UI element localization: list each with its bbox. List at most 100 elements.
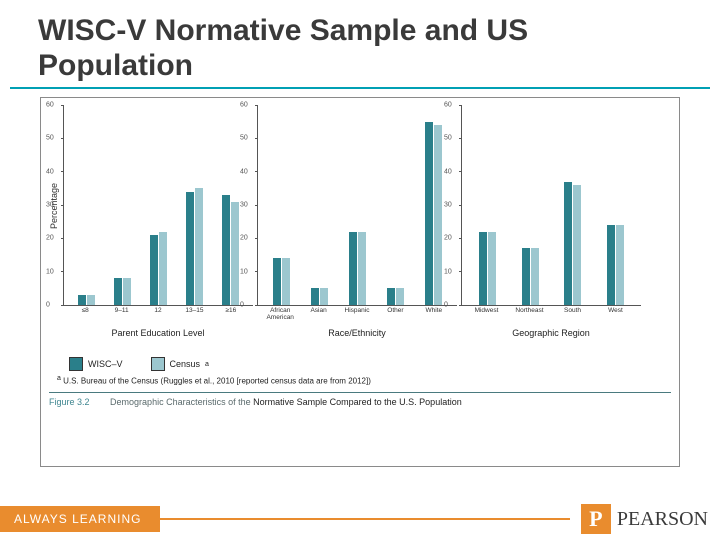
y-tick-label: 10 <box>46 268 54 275</box>
bar-wisc <box>222 195 230 305</box>
figure-rule <box>49 392 671 393</box>
bar-census <box>282 258 290 305</box>
bar-census <box>434 125 442 305</box>
x-tick-label: Hispanic <box>338 308 376 315</box>
bar-group <box>186 188 203 305</box>
bar-wisc <box>479 232 487 305</box>
chart-panel: 0102030405060≤89–111213–15≥16Parent Educ… <box>63 106 253 338</box>
x-labels: MidwestNortheastSouthWest <box>461 306 641 328</box>
y-tick-label: 20 <box>444 235 452 242</box>
x-labels: African AmericanAsianHispanicOtherWhite <box>257 306 457 328</box>
slide: WISC-V Normative Sample and US Populatio… <box>0 0 720 540</box>
bar-census <box>87 295 95 305</box>
panels-host: 0102030405060≤89–111213–15≥16Parent Educ… <box>63 106 671 338</box>
bar-wisc <box>114 278 122 305</box>
x-labels: ≤89–111213–15≥16 <box>63 306 253 328</box>
bar-census <box>320 288 328 305</box>
brand-name: PEARSON <box>617 508 708 531</box>
bar-census <box>531 248 539 305</box>
legend-sup: a <box>205 361 209 368</box>
bar-group <box>479 232 496 305</box>
x-tick-label: Asian <box>299 308 337 315</box>
y-tick-label: 10 <box>444 268 452 275</box>
y-tick-label: 50 <box>444 135 452 142</box>
bar-census <box>396 288 404 305</box>
bar-group <box>311 288 328 305</box>
bar-wisc <box>564 182 572 305</box>
y-tick-label: 10 <box>240 268 248 275</box>
bar-group <box>387 288 404 305</box>
panel-title: Geographic Region <box>461 328 641 338</box>
footnote-text: U.S. Bureau of the Census (Ruggles et al… <box>63 377 371 386</box>
bar-group <box>114 278 131 305</box>
page-title: WISC-V Normative Sample and US Populatio… <box>10 0 710 89</box>
footer: ALWAYS LEARNING P PEARSON <box>0 498 720 540</box>
y-tick-label: 0 <box>240 302 244 309</box>
x-tick-label: African American <box>261 308 299 321</box>
bar-group <box>273 258 290 305</box>
panel-title: Race/Ethnicity <box>257 328 457 338</box>
bar-group <box>425 122 442 305</box>
chart-panel: 0102030405060African AmericanAsianHispan… <box>257 106 457 338</box>
bar-wisc <box>607 225 615 305</box>
bar-census <box>195 188 203 305</box>
bar-group <box>150 232 167 305</box>
bar-census <box>616 225 624 305</box>
y-tick-label: 20 <box>240 235 248 242</box>
x-tick-label: Other <box>376 308 414 315</box>
footer-tagline: ALWAYS LEARNING <box>0 506 160 532</box>
legend: WISC–V Censusa <box>69 357 671 371</box>
footer-line <box>160 518 570 520</box>
x-tick-label: White <box>415 308 453 315</box>
y-tick-label: 30 <box>46 202 54 209</box>
charts-row: Percentage 0102030405060≤89–111213–15≥16… <box>49 106 671 351</box>
panel-title: Parent Education Level <box>63 328 253 338</box>
x-tick-label: Midwest <box>465 308 508 315</box>
bars-container <box>64 106 253 305</box>
bar-wisc <box>425 122 433 305</box>
y-tick-label: 0 <box>444 302 448 309</box>
x-tick-label: West <box>594 308 637 315</box>
chart-panel: 0102030405060MidwestNortheastSouthWestGe… <box>461 106 641 338</box>
bar-wisc <box>387 288 395 305</box>
y-tick-label: 40 <box>444 168 452 175</box>
bar-census <box>231 202 239 305</box>
figure-caption: Figure 3.2 Demographic Characteristics o… <box>49 397 671 407</box>
legend-swatch <box>69 357 83 371</box>
bar-census <box>488 232 496 305</box>
x-tick-label: ≥16 <box>213 308 249 315</box>
bar-census <box>358 232 366 305</box>
plot-area: 0102030405060 <box>257 106 457 306</box>
bar-wisc <box>311 288 319 305</box>
brand: P PEARSON <box>581 504 708 534</box>
bar-group <box>522 248 539 305</box>
y-tick-label: 50 <box>240 135 248 142</box>
plot-area: 0102030405060 <box>63 106 253 306</box>
y-tick-label: 20 <box>46 235 54 242</box>
bar-wisc <box>273 258 281 305</box>
footnote: a U.S. Bureau of the Census (Ruggles et … <box>57 375 671 386</box>
caption-pre: Demographic Characteristics of the <box>110 397 253 407</box>
bar-group <box>564 182 581 305</box>
legend-label: WISC–V <box>88 359 123 369</box>
bar-census <box>159 232 167 305</box>
bars-container <box>462 106 641 305</box>
x-tick-label: Northeast <box>508 308 551 315</box>
y-tick-label: 60 <box>444 102 452 109</box>
caption-strong: Normative Sample Compared to the U.S. Po… <box>253 397 462 407</box>
bar-group <box>607 225 624 305</box>
bars-container <box>258 106 457 305</box>
figure-number: Figure 3.2 <box>49 397 90 407</box>
y-tick-label: 0 <box>46 302 50 309</box>
bar-census <box>123 278 131 305</box>
x-tick-label: 13–15 <box>176 308 212 315</box>
bar-wisc <box>186 192 194 305</box>
y-tick-label: 60 <box>240 102 248 109</box>
y-tick-label: 60 <box>46 102 54 109</box>
bar-wisc <box>349 232 357 305</box>
legend-item: Censusa <box>151 357 209 371</box>
legend-swatch <box>151 357 165 371</box>
footnote-sup: a <box>57 375 61 382</box>
bar-wisc <box>150 235 158 305</box>
bar-group <box>78 295 95 305</box>
